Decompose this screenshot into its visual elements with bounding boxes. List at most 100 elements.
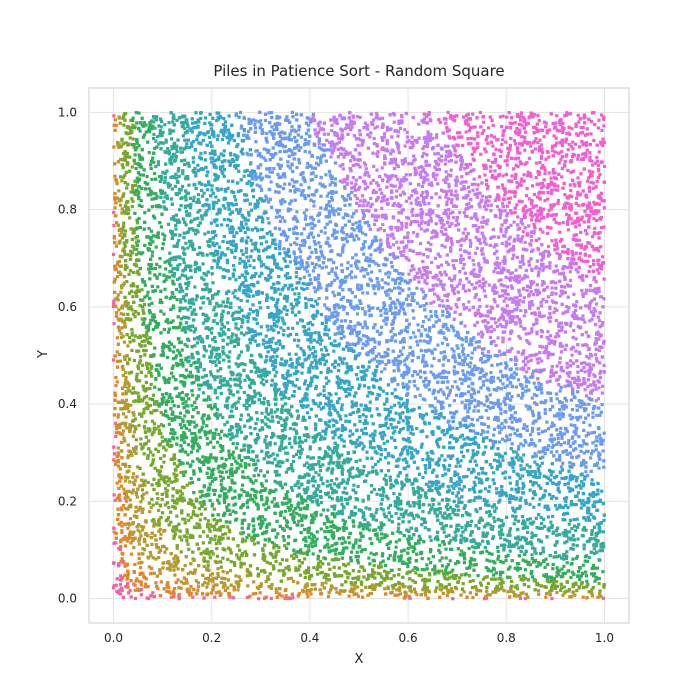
scatter-point [513, 518, 517, 522]
scatter-point [454, 393, 459, 397]
scatter-point [309, 281, 314, 285]
scatter-point [256, 332, 260, 336]
scatter-point [330, 140, 334, 144]
scatter-point [168, 568, 172, 572]
scatter-point [497, 430, 502, 434]
scatter-point [164, 413, 168, 418]
scatter-point [151, 503, 155, 507]
scatter-point [536, 140, 540, 145]
scatter-point [315, 302, 319, 306]
scatter-point [347, 515, 351, 519]
scatter-point [124, 507, 128, 511]
scatter-point [173, 479, 177, 483]
scatter-point [171, 319, 175, 323]
scatter-point [160, 134, 164, 138]
scatter-point [402, 336, 406, 341]
scatter-point [565, 111, 569, 115]
scatter-point [383, 281, 387, 285]
scatter-point [253, 329, 257, 334]
scatter-point [237, 169, 241, 173]
scatter-point [427, 557, 431, 561]
scatter-point [119, 484, 124, 488]
scatter-point [545, 129, 549, 133]
scatter-point [519, 442, 523, 446]
scatter-point [137, 361, 141, 365]
scatter-point [499, 412, 503, 416]
scatter-point [547, 316, 551, 320]
scatter-point [122, 340, 126, 344]
scatter-point [535, 526, 539, 530]
scatter-point [391, 586, 395, 590]
scatter-point [394, 278, 398, 283]
scatter-point [440, 273, 444, 277]
scatter-point [114, 462, 118, 467]
scatter-point [534, 516, 538, 520]
scatter-point [321, 128, 326, 132]
scatter-point [126, 456, 130, 460]
scatter-point [529, 375, 533, 379]
scatter-point [131, 475, 135, 480]
scatter-point [373, 433, 377, 437]
scatter-point [117, 308, 121, 312]
scatter-point [259, 325, 263, 329]
scatter-point [303, 536, 307, 540]
scatter-point [439, 221, 443, 225]
scatter-point [392, 491, 396, 496]
scatter-point [441, 232, 445, 236]
scatter-point [161, 232, 165, 236]
scatter-point [142, 492, 146, 496]
scatter-point [374, 583, 378, 587]
scatter-point [241, 290, 245, 295]
scatter-point [380, 166, 384, 170]
scatter-point [239, 373, 243, 377]
scatter-point [527, 156, 531, 160]
scatter-point [476, 141, 480, 145]
scatter-point [169, 520, 173, 524]
scatter-point [555, 268, 560, 273]
scatter-point [262, 503, 266, 507]
scatter-point [175, 514, 179, 518]
scatter-point [354, 538, 358, 542]
scatter-point [437, 417, 441, 421]
scatter-point [362, 408, 366, 412]
scatter-point [471, 258, 475, 262]
scatter-point [387, 571, 391, 575]
scatter-point [324, 577, 329, 581]
scatter-point [564, 399, 569, 403]
scatter-point [154, 139, 158, 143]
scatter-point [130, 308, 134, 312]
scatter-point [260, 449, 264, 453]
scatter-point [425, 451, 429, 455]
scatter-point [372, 553, 376, 557]
scatter-point [119, 312, 123, 316]
scatter-point [555, 566, 559, 570]
scatter-point [201, 455, 205, 459]
scatter-point [441, 390, 445, 394]
scatter-point [393, 403, 397, 407]
scatter-point [503, 538, 507, 542]
scatter-point [206, 379, 210, 383]
scatter-point [580, 500, 584, 504]
scatter-point [128, 340, 132, 344]
scatter-point [518, 567, 523, 571]
scatter-point [478, 371, 482, 375]
scatter-point [203, 581, 207, 585]
scatter-point [602, 297, 606, 301]
scatter-point [206, 414, 210, 418]
scatter-point [334, 587, 338, 591]
scatter-point [114, 384, 118, 388]
scatter-point [247, 523, 251, 527]
scatter-point [180, 538, 184, 542]
scatter-point [239, 430, 243, 434]
scatter-point [161, 393, 165, 397]
scatter-point [465, 566, 469, 570]
scatter-point [324, 422, 328, 426]
scatter-point [462, 196, 466, 200]
scatter-point [128, 423, 132, 427]
scatter-point [246, 218, 250, 222]
scatter-point [308, 150, 312, 154]
scatter-point [572, 376, 576, 380]
scatter-point [401, 458, 405, 462]
scatter-point [124, 392, 128, 396]
scatter-point [534, 137, 538, 141]
